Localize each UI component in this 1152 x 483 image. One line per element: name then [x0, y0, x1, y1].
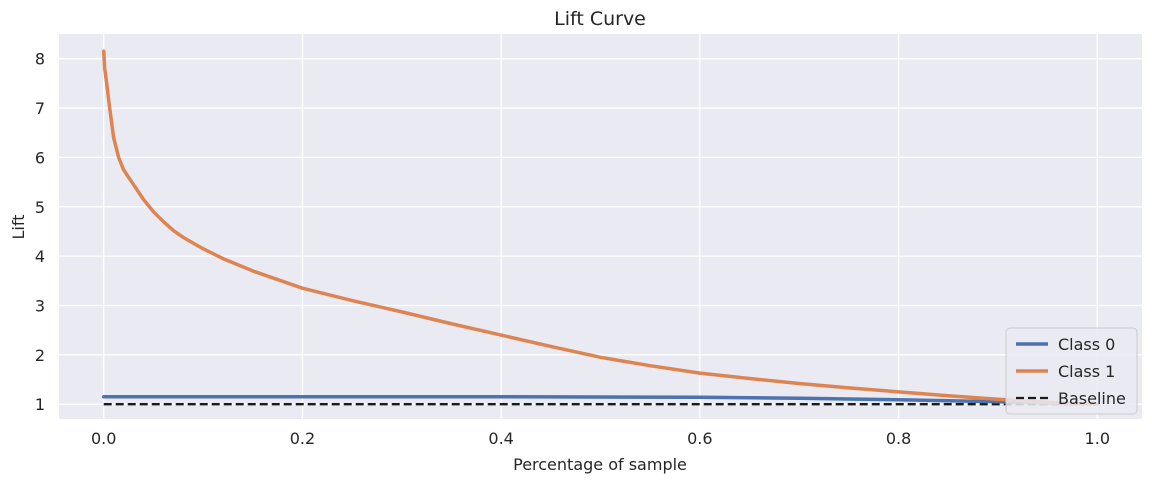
series-line-class-1 — [101, 49, 1100, 406]
y-tick-label: 1 — [35, 395, 45, 414]
y-tick-label: 5 — [35, 198, 45, 217]
x-tick-label: 0.6 — [687, 429, 712, 448]
x-axis-label: Percentage of sample — [513, 455, 687, 474]
x-tick-label: 0.0 — [91, 429, 116, 448]
legend-box — [1005, 327, 1138, 415]
legend-label-class-0: Class 0 — [1058, 335, 1115, 354]
y-tick-label: 3 — [35, 296, 45, 315]
y-tick-label: 7 — [35, 99, 45, 118]
series-line-class-0 — [101, 395, 1100, 406]
legend-label-class-1: Class 1 — [1058, 362, 1115, 381]
x-tick-label: 0.4 — [488, 429, 513, 448]
series-layer — [101, 49, 1100, 406]
y-tick-label: 8 — [35, 50, 45, 69]
legend: Class 0 Class 1 Baseline — [1005, 327, 1138, 415]
chart-title: Lift Curve — [554, 8, 646, 30]
x-tick-label: 0.2 — [290, 429, 315, 448]
y-tick-label: 4 — [35, 247, 45, 266]
x-tick-label: 1.0 — [1085, 429, 1110, 448]
y-axis-ticks: 1 2 3 4 5 6 7 8 — [35, 50, 45, 415]
x-tick-label: 0.8 — [886, 429, 911, 448]
legend-label-baseline: Baseline — [1058, 389, 1126, 408]
y-tick-label: 2 — [35, 346, 45, 365]
y-axis-label: Lift — [9, 215, 28, 240]
y-tick-label: 6 — [35, 148, 45, 167]
x-axis-ticks: 0.0 0.2 0.4 0.6 0.8 1.0 — [91, 429, 1110, 448]
plot-area — [59, 34, 1142, 419]
